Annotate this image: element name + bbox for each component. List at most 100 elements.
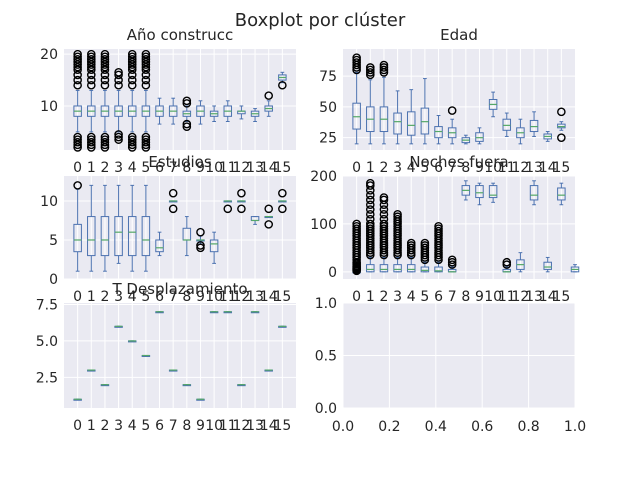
box-cluster-7: [168, 188, 178, 214]
outlier-point: [352, 55, 361, 65]
box-cluster-7: [168, 369, 178, 372]
x-tick-label: 5: [141, 289, 150, 305]
x-tick-label: 5: [420, 160, 429, 176]
x-tick-label: 2: [100, 289, 109, 305]
x-tick-label: 1: [87, 289, 96, 305]
x-tick-label: 9: [475, 289, 484, 305]
outlier-point: [379, 63, 389, 72]
y-tick-label: 10: [40, 194, 58, 210]
box-cluster-5: [141, 184, 151, 272]
outlier-point: [100, 80, 110, 90]
iqr-box: [141, 216, 151, 257]
outlier-point: [168, 204, 178, 214]
box-cluster-10: [209, 105, 219, 123]
outlier-point: [73, 137, 82, 147]
outlier-point: [365, 195, 375, 205]
y-tick-label: 1.0: [315, 296, 337, 312]
x-tick-label: 4: [128, 418, 137, 434]
x-tick-label: 6: [434, 160, 443, 176]
outlier-point: [141, 55, 151, 64]
y-tick-label: 5: [49, 233, 58, 249]
outlier-point: [278, 188, 287, 198]
x-tick-label: 0: [73, 418, 82, 434]
x-tick-label: 12: [232, 418, 250, 434]
x-tick-label: 0: [73, 289, 82, 305]
iqr-box: [543, 261, 552, 270]
x-tick-label: 0: [352, 289, 361, 305]
box-cluster-11: [223, 200, 233, 214]
outlier-point: [114, 130, 123, 139]
outlier-point: [393, 214, 402, 224]
outlier-point: [352, 224, 361, 233]
box-cluster-15: [278, 325, 287, 328]
outlier-point: [264, 91, 274, 100]
box-cluster-2: [100, 384, 110, 387]
x-tick-label: 7: [169, 289, 178, 305]
x-tick-label: 0.0: [332, 419, 354, 435]
x-tick-label: 10: [484, 289, 502, 305]
box-cluster-15: [278, 188, 287, 214]
outlier-point: [182, 119, 192, 129]
x-tick-label: 14: [260, 289, 278, 305]
x-tick-label: 7: [448, 289, 457, 305]
x-tick-label: 10: [205, 289, 223, 305]
outlier-point: [352, 53, 361, 62]
x-tick-label: 11: [498, 160, 516, 176]
x-tick-label: 7: [448, 160, 457, 176]
box-cluster-13: [529, 111, 539, 137]
iqr-box: [209, 239, 219, 253]
box-cluster-0: [352, 219, 361, 276]
x-tick-label: 3: [393, 289, 402, 305]
iqr-box: [557, 187, 566, 201]
x-tick-label: 8: [182, 289, 191, 305]
x-tick-label: 8: [461, 160, 470, 176]
outlier-point: [141, 49, 151, 59]
x-tick-label: 3: [114, 160, 123, 176]
x-tick-label: 12: [511, 160, 529, 176]
box-cluster-3: [393, 90, 402, 145]
x-tick-label: 0.8: [517, 419, 539, 435]
x-tick-label: 8: [461, 289, 470, 305]
outlier-point: [434, 222, 443, 231]
outlier-point: [73, 132, 82, 142]
x-tick-label: 15: [273, 289, 291, 305]
outlier-point: [127, 75, 137, 85]
outlier-point: [127, 52, 137, 62]
outlier-point: [127, 137, 137, 147]
outlier-point: [447, 255, 457, 265]
outlier-point: [141, 135, 151, 144]
outlier-point: [393, 212, 402, 222]
outlier-point: [420, 241, 430, 250]
outlier-point: [352, 222, 361, 231]
outlier-point: [114, 80, 123, 90]
x-tick-label: 2: [379, 289, 388, 305]
x-tick-label: 6: [155, 289, 164, 305]
box-cluster-11: [502, 112, 512, 137]
plot-area: [64, 303, 296, 408]
outlier-point: [73, 52, 82, 62]
outlier-point: [114, 70, 123, 80]
box-cluster-4: [127, 184, 137, 272]
x-tick-label: 15: [273, 160, 291, 176]
outlier-point: [365, 181, 375, 190]
outlier-point: [223, 204, 233, 214]
x-tick-label: 4: [407, 160, 416, 176]
box-cluster-14: [543, 256, 552, 273]
outlier-point: [182, 96, 192, 106]
outlier-point: [141, 80, 151, 90]
outlier-point: [406, 241, 416, 250]
x-tick-label: 9: [196, 160, 205, 176]
box-cluster-10: [209, 231, 219, 264]
outlier-point: [352, 219, 361, 229]
x-tick-label: 0: [73, 160, 82, 176]
x-tick-label: 7: [169, 418, 178, 434]
y-tick-label: 75: [319, 69, 337, 85]
box-cluster-1: [87, 184, 96, 272]
outlier-point: [141, 52, 151, 62]
box-cluster-9: [475, 182, 484, 206]
y-tick-label: 2.5: [36, 370, 58, 386]
outlier-point: [365, 65, 375, 75]
